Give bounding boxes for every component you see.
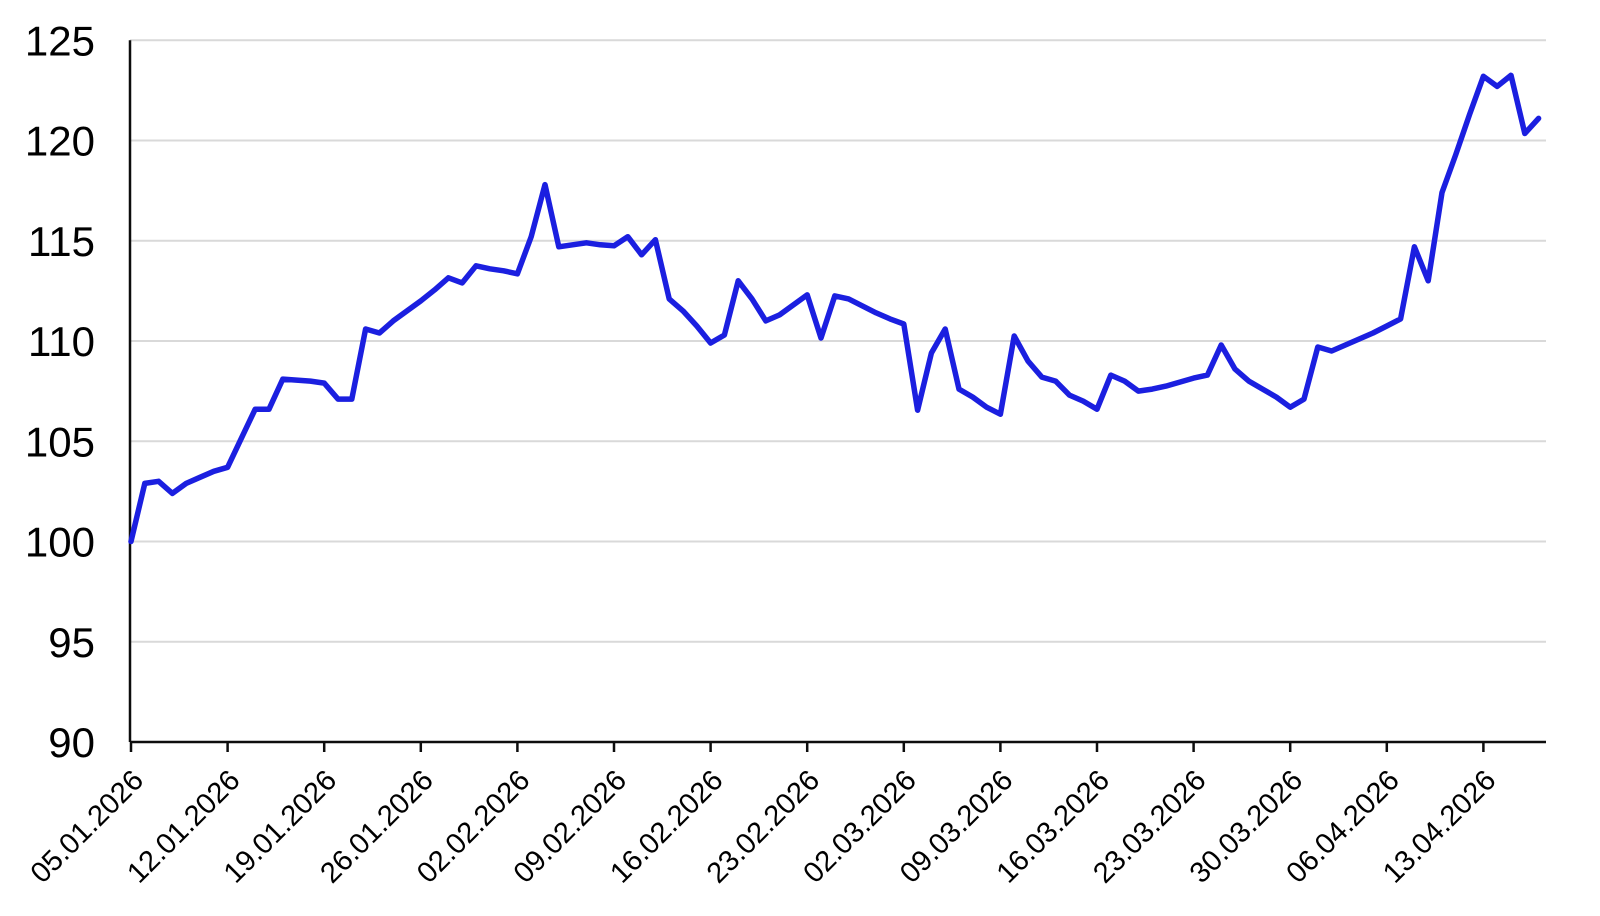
y-axis-tick-label: 95 bbox=[48, 619, 95, 666]
y-axis-tick-label: 115 bbox=[28, 218, 95, 265]
y-axis-tick-label: 90 bbox=[48, 719, 95, 766]
y-axis-tick-label: 120 bbox=[25, 118, 95, 165]
index-series-line bbox=[128, 72, 1542, 545]
y-axis-tick-label: 110 bbox=[28, 318, 95, 365]
y-axis-tick-label: 125 bbox=[25, 17, 95, 64]
y-axis-tick-label: 105 bbox=[25, 418, 95, 465]
y-axis-tick-label: 100 bbox=[25, 519, 95, 566]
